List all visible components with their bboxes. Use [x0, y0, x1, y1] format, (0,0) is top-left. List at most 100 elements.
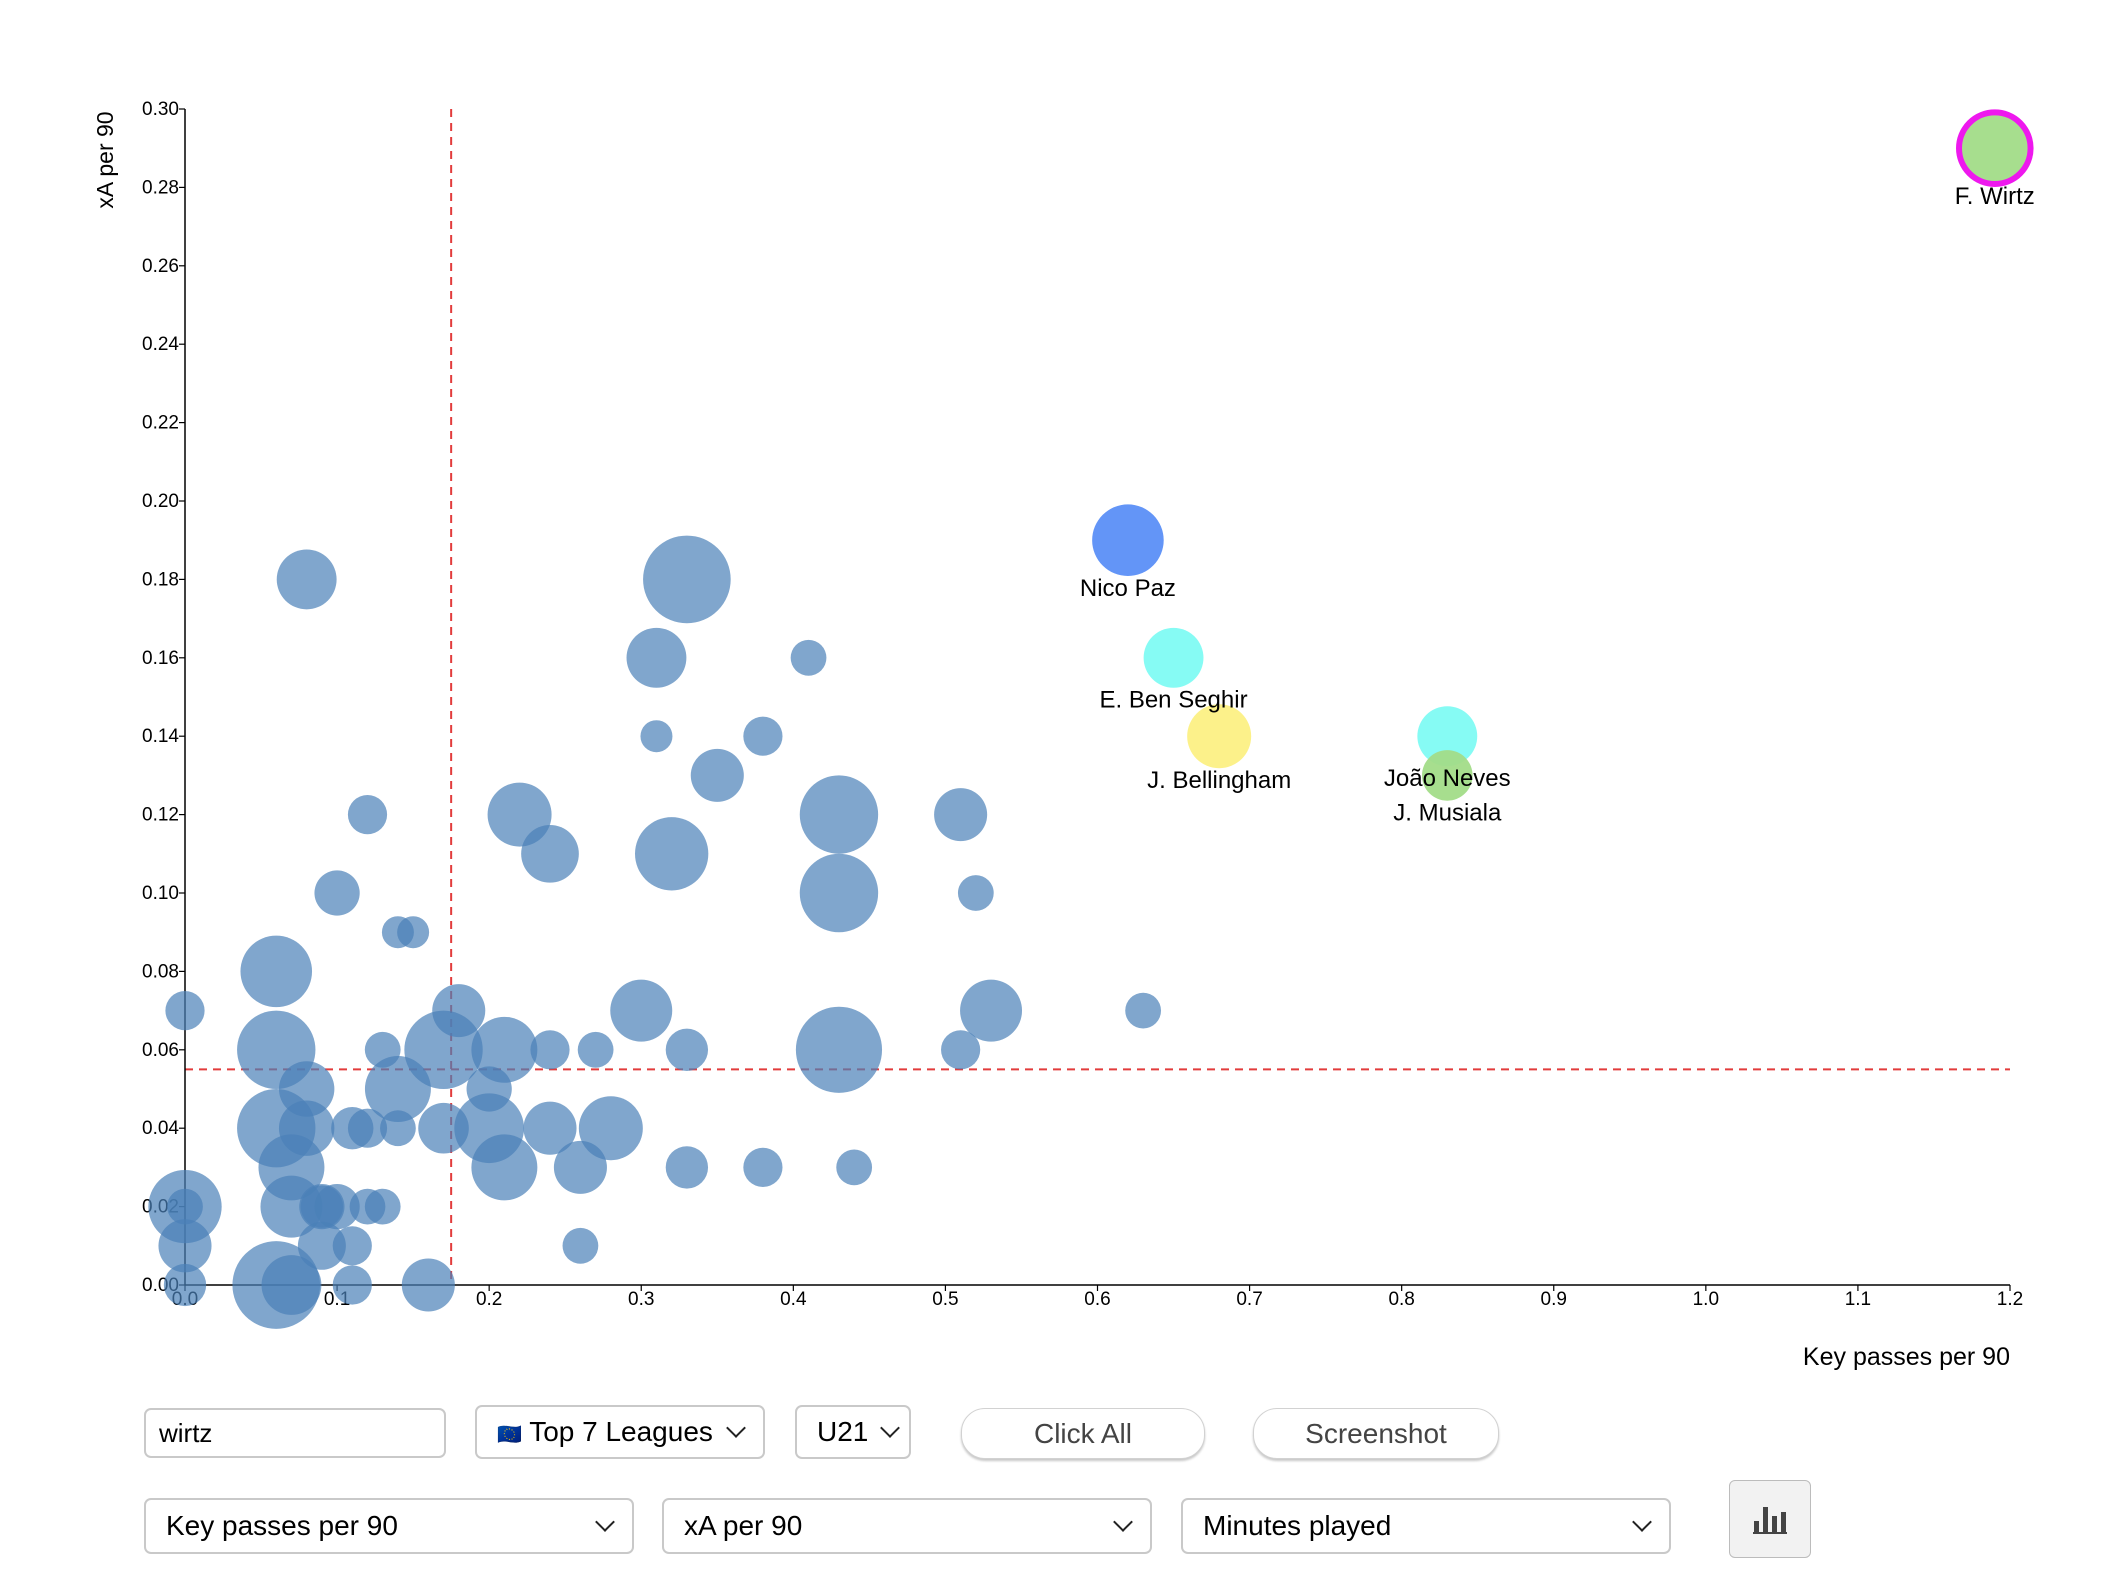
- player-point[interactable]: [167, 1188, 203, 1225]
- player-point[interactable]: [240, 935, 313, 1008]
- size-metric-select[interactable]: Minutes played: [1181, 1498, 1671, 1554]
- player-point[interactable]: [610, 979, 673, 1042]
- click-all-button[interactable]: Click All: [961, 1408, 1205, 1459]
- scatter-chart: 0.00.10.20.30.40.50.60.70.80.91.01.11.20…: [92, 99, 2035, 1371]
- x-metric-select-value: Key passes per 90: [166, 1510, 398, 1541]
- player-label: E. Ben Seghir: [1099, 687, 1247, 714]
- player-point[interactable]: [165, 991, 205, 1031]
- bar-chart-icon: [1753, 1507, 1787, 1534]
- player-point[interactable]: [743, 1147, 783, 1187]
- y-metric-select-value: xA per 90: [684, 1510, 803, 1541]
- player-point[interactable]: [635, 817, 709, 891]
- highlighted-player-point[interactable]: [1092, 504, 1164, 576]
- player-label: João Neves: [1384, 765, 1511, 792]
- player-point[interactable]: [941, 1030, 981, 1070]
- player-point[interactable]: [523, 1101, 577, 1155]
- y-tick-label: 0.12: [142, 805, 179, 826]
- y-tick-label: 0.24: [142, 334, 179, 355]
- chart-type-button[interactable]: [1729, 1480, 1811, 1558]
- x-tick-label: 1.0: [1693, 1289, 1719, 1310]
- player-point[interactable]: [643, 535, 731, 624]
- y-tick-label: 0.16: [142, 648, 179, 669]
- click-all-label: Click All: [1033, 1417, 1132, 1449]
- player-point[interactable]: [960, 979, 1023, 1042]
- highlighted-player-point[interactable]: [1187, 704, 1252, 769]
- y-tick-label: 0.08: [142, 961, 179, 982]
- chevron-down-icon: [726, 1418, 746, 1438]
- player-point[interactable]: [521, 824, 579, 883]
- player-point[interactable]: [640, 720, 673, 753]
- player-point[interactable]: [364, 1056, 431, 1122]
- x-tick-label: 0.2: [476, 1289, 502, 1310]
- highlighted-points: F. Wirtz Nico Paz E. Ben Seghir J. Bellingh…: [1080, 109, 2035, 827]
- player-point[interactable]: [276, 549, 337, 610]
- x-tick-label: 0.5: [932, 1289, 958, 1310]
- y-metric-select[interactable]: xA per 90: [662, 1498, 1152, 1554]
- search-input-value: wirtz: [159, 1418, 213, 1448]
- x-tick-label: 0.8: [1388, 1289, 1414, 1310]
- player-point[interactable]: [300, 1185, 344, 1228]
- player-point[interactable]: [364, 1188, 401, 1225]
- player-point[interactable]: [397, 916, 430, 949]
- player-point[interactable]: [158, 1219, 212, 1273]
- player-point[interactable]: [530, 1030, 570, 1070]
- player-label: J. Bellingham: [1147, 767, 1291, 794]
- player-point[interactable]: [799, 853, 879, 933]
- player-point[interactable]: [578, 1096, 643, 1161]
- age-select[interactable]: U21: [795, 1405, 911, 1459]
- player-point[interactable]: [401, 1258, 455, 1312]
- player-point[interactable]: [665, 1028, 709, 1071]
- player-point[interactable]: [314, 870, 360, 916]
- player-point[interactable]: [790, 639, 827, 676]
- size-metric-select-value: Minutes played: [1203, 1510, 1392, 1541]
- player-point[interactable]: [1125, 992, 1162, 1029]
- highlighted-player-point[interactable]: [1956, 109, 2034, 187]
- chevron-down-icon: [1632, 1512, 1652, 1532]
- x-tick-label: 0.4: [780, 1289, 807, 1310]
- y-tick-label: 0.14: [142, 726, 179, 747]
- screenshot-button[interactable]: Screenshot: [1253, 1408, 1499, 1459]
- y-tick-label: 0.10: [142, 883, 179, 904]
- eu-flag-icon: 🇪🇺: [497, 1424, 522, 1446]
- y-axis-label: xA per 90: [92, 111, 118, 208]
- chevron-down-icon: [595, 1512, 615, 1532]
- highlighted-player-point[interactable]: [1143, 627, 1204, 688]
- chevron-down-icon: [1113, 1512, 1133, 1532]
- player-point[interactable]: [743, 716, 783, 756]
- x-tick-label: 0.6: [1084, 1289, 1110, 1310]
- age-select-value: U21: [817, 1416, 869, 1447]
- player-point[interactable]: [799, 775, 879, 854]
- highlighted-player-point[interactable]: [1417, 706, 1478, 767]
- player-point[interactable]: [332, 1265, 372, 1305]
- player-point[interactable]: [836, 1149, 873, 1186]
- player-point[interactable]: [690, 748, 744, 802]
- y-tick-label: 0.28: [142, 177, 179, 198]
- player-point[interactable]: [665, 1146, 709, 1189]
- player-point[interactable]: [957, 875, 994, 911]
- x-metric-select[interactable]: Key passes per 90: [144, 1498, 634, 1554]
- league-select-value: Top 7 Leagues: [529, 1416, 713, 1447]
- player-point[interactable]: [562, 1227, 599, 1264]
- player-point[interactable]: [418, 1102, 469, 1154]
- player-point[interactable]: [380, 1110, 416, 1147]
- player-point[interactable]: [347, 1108, 388, 1148]
- x-tick-label: 0.7: [1236, 1289, 1262, 1310]
- player-point[interactable]: [261, 1255, 322, 1315]
- player-point[interactable]: [347, 795, 388, 835]
- x-tick-label: 0.3: [628, 1289, 654, 1310]
- player-point[interactable]: [471, 1134, 538, 1201]
- player-point[interactable]: [332, 1226, 372, 1266]
- screenshot-label: Screenshot: [1305, 1417, 1447, 1449]
- player-point[interactable]: [553, 1140, 607, 1194]
- player-point[interactable]: [163, 1263, 207, 1307]
- player-point[interactable]: [577, 1031, 614, 1068]
- player-point[interactable]: [626, 627, 687, 688]
- highlighted-player-point[interactable]: [1421, 750, 1473, 801]
- player-point[interactable]: [795, 1006, 883, 1093]
- player-point[interactable]: [934, 788, 988, 842]
- player-point[interactable]: [471, 1016, 538, 1083]
- player-label: F. Wirtz: [1955, 183, 2035, 210]
- player-search-input[interactable]: wirtz: [144, 1408, 446, 1458]
- y-tick-label: 0.20: [142, 491, 179, 512]
- league-select[interactable]: 🇪🇺 Top 7 Leagues: [475, 1405, 765, 1459]
